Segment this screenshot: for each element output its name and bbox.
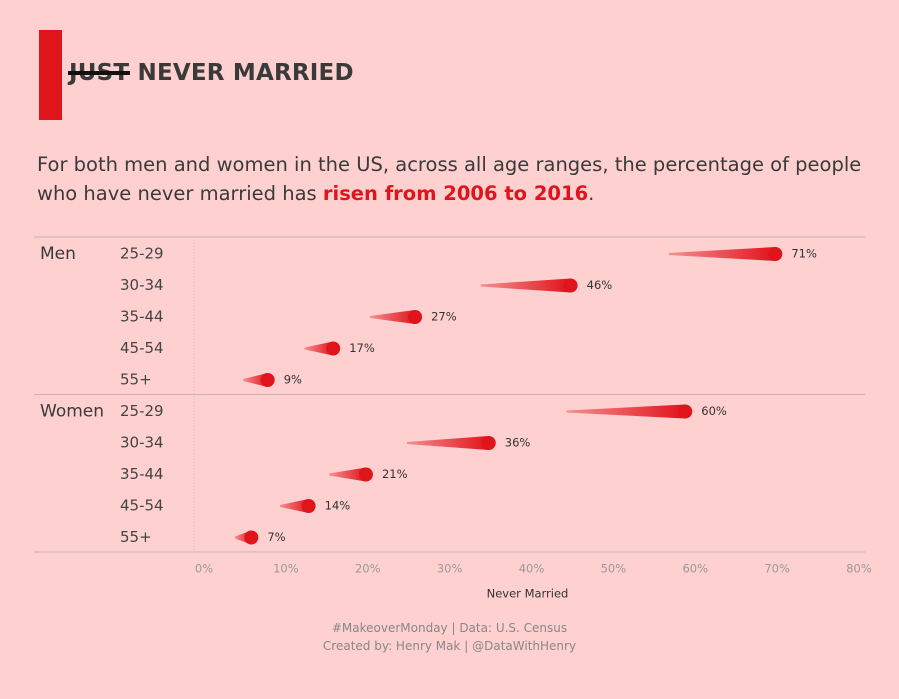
change-tail — [279, 499, 309, 513]
data-label: 21% — [382, 467, 408, 481]
subtitle-text: For both men and women in the US, across… — [37, 153, 862, 205]
footer-credit: Created by: Henry Mak | @DataWithHenry — [322, 639, 577, 653]
age-range-label: 55+ — [120, 528, 152, 546]
age-range-label: 35-44 — [120, 465, 164, 483]
change-tail — [668, 247, 776, 261]
title-main: NEVER MARRIED — [129, 60, 354, 86]
change-tail — [480, 278, 571, 293]
group-label: Women — [40, 402, 104, 422]
page-title: JUST NEVER MARRIED — [67, 60, 354, 86]
change-tail — [243, 373, 268, 387]
x-tick-label: 30% — [437, 562, 463, 576]
value-dot — [244, 530, 259, 545]
x-tick-label: 0% — [195, 562, 213, 576]
value-dot — [260, 373, 275, 387]
subtitle-end: . — [588, 182, 595, 205]
value-dot — [768, 247, 783, 261]
data-label: 17% — [349, 341, 375, 355]
age-range-label: 35-44 — [120, 308, 164, 326]
data-label: 60% — [701, 404, 727, 418]
x-tick-label: 80% — [846, 562, 872, 576]
subtitle: For both men and women in the US, across… — [37, 150, 877, 208]
x-tick-label: 70% — [764, 562, 790, 576]
value-dot — [678, 404, 693, 419]
data-label: 14% — [325, 499, 351, 513]
data-label: 46% — [587, 278, 613, 292]
age-range-label: 25-29 — [120, 245, 164, 263]
age-range-label: 45-54 — [120, 497, 164, 515]
value-dot — [358, 467, 373, 482]
x-tick-label: 10% — [273, 562, 299, 576]
title-accent-bar — [39, 30, 62, 120]
title-struck-word: JUST — [67, 60, 131, 86]
group-label: Men — [40, 244, 76, 264]
change-tail — [329, 467, 366, 482]
x-tick-label: 40% — [519, 562, 545, 576]
footer-source: #MakeoverMonday | Data: U.S. Census — [331, 621, 568, 635]
value-dot — [301, 499, 316, 513]
value-dot — [481, 436, 496, 450]
data-label: 71% — [791, 247, 817, 261]
data-label: 9% — [284, 373, 302, 387]
change-tail — [566, 404, 686, 419]
change-tail — [406, 436, 489, 450]
value-dot — [408, 310, 423, 324]
age-range-label: 55+ — [120, 371, 152, 389]
age-range-label: 25-29 — [120, 402, 164, 420]
x-tick-label: 60% — [682, 562, 708, 576]
value-dot — [326, 341, 341, 356]
x-tick-label: 20% — [355, 562, 381, 576]
data-label: 36% — [505, 436, 531, 450]
age-range-label: 45-54 — [120, 339, 164, 357]
data-label: 27% — [431, 310, 457, 324]
subtitle-highlight: risen from 2006 to 2016 — [322, 182, 589, 205]
age-range-label: 30-34 — [120, 276, 164, 294]
x-axis-title: Never Married — [487, 587, 569, 601]
change-tail — [370, 310, 416, 324]
age-range-label: 30-34 — [120, 434, 164, 452]
change-tail — [304, 341, 334, 356]
value-dot — [563, 278, 578, 293]
x-tick-label: 50% — [601, 562, 627, 576]
data-label: 7% — [267, 530, 285, 544]
